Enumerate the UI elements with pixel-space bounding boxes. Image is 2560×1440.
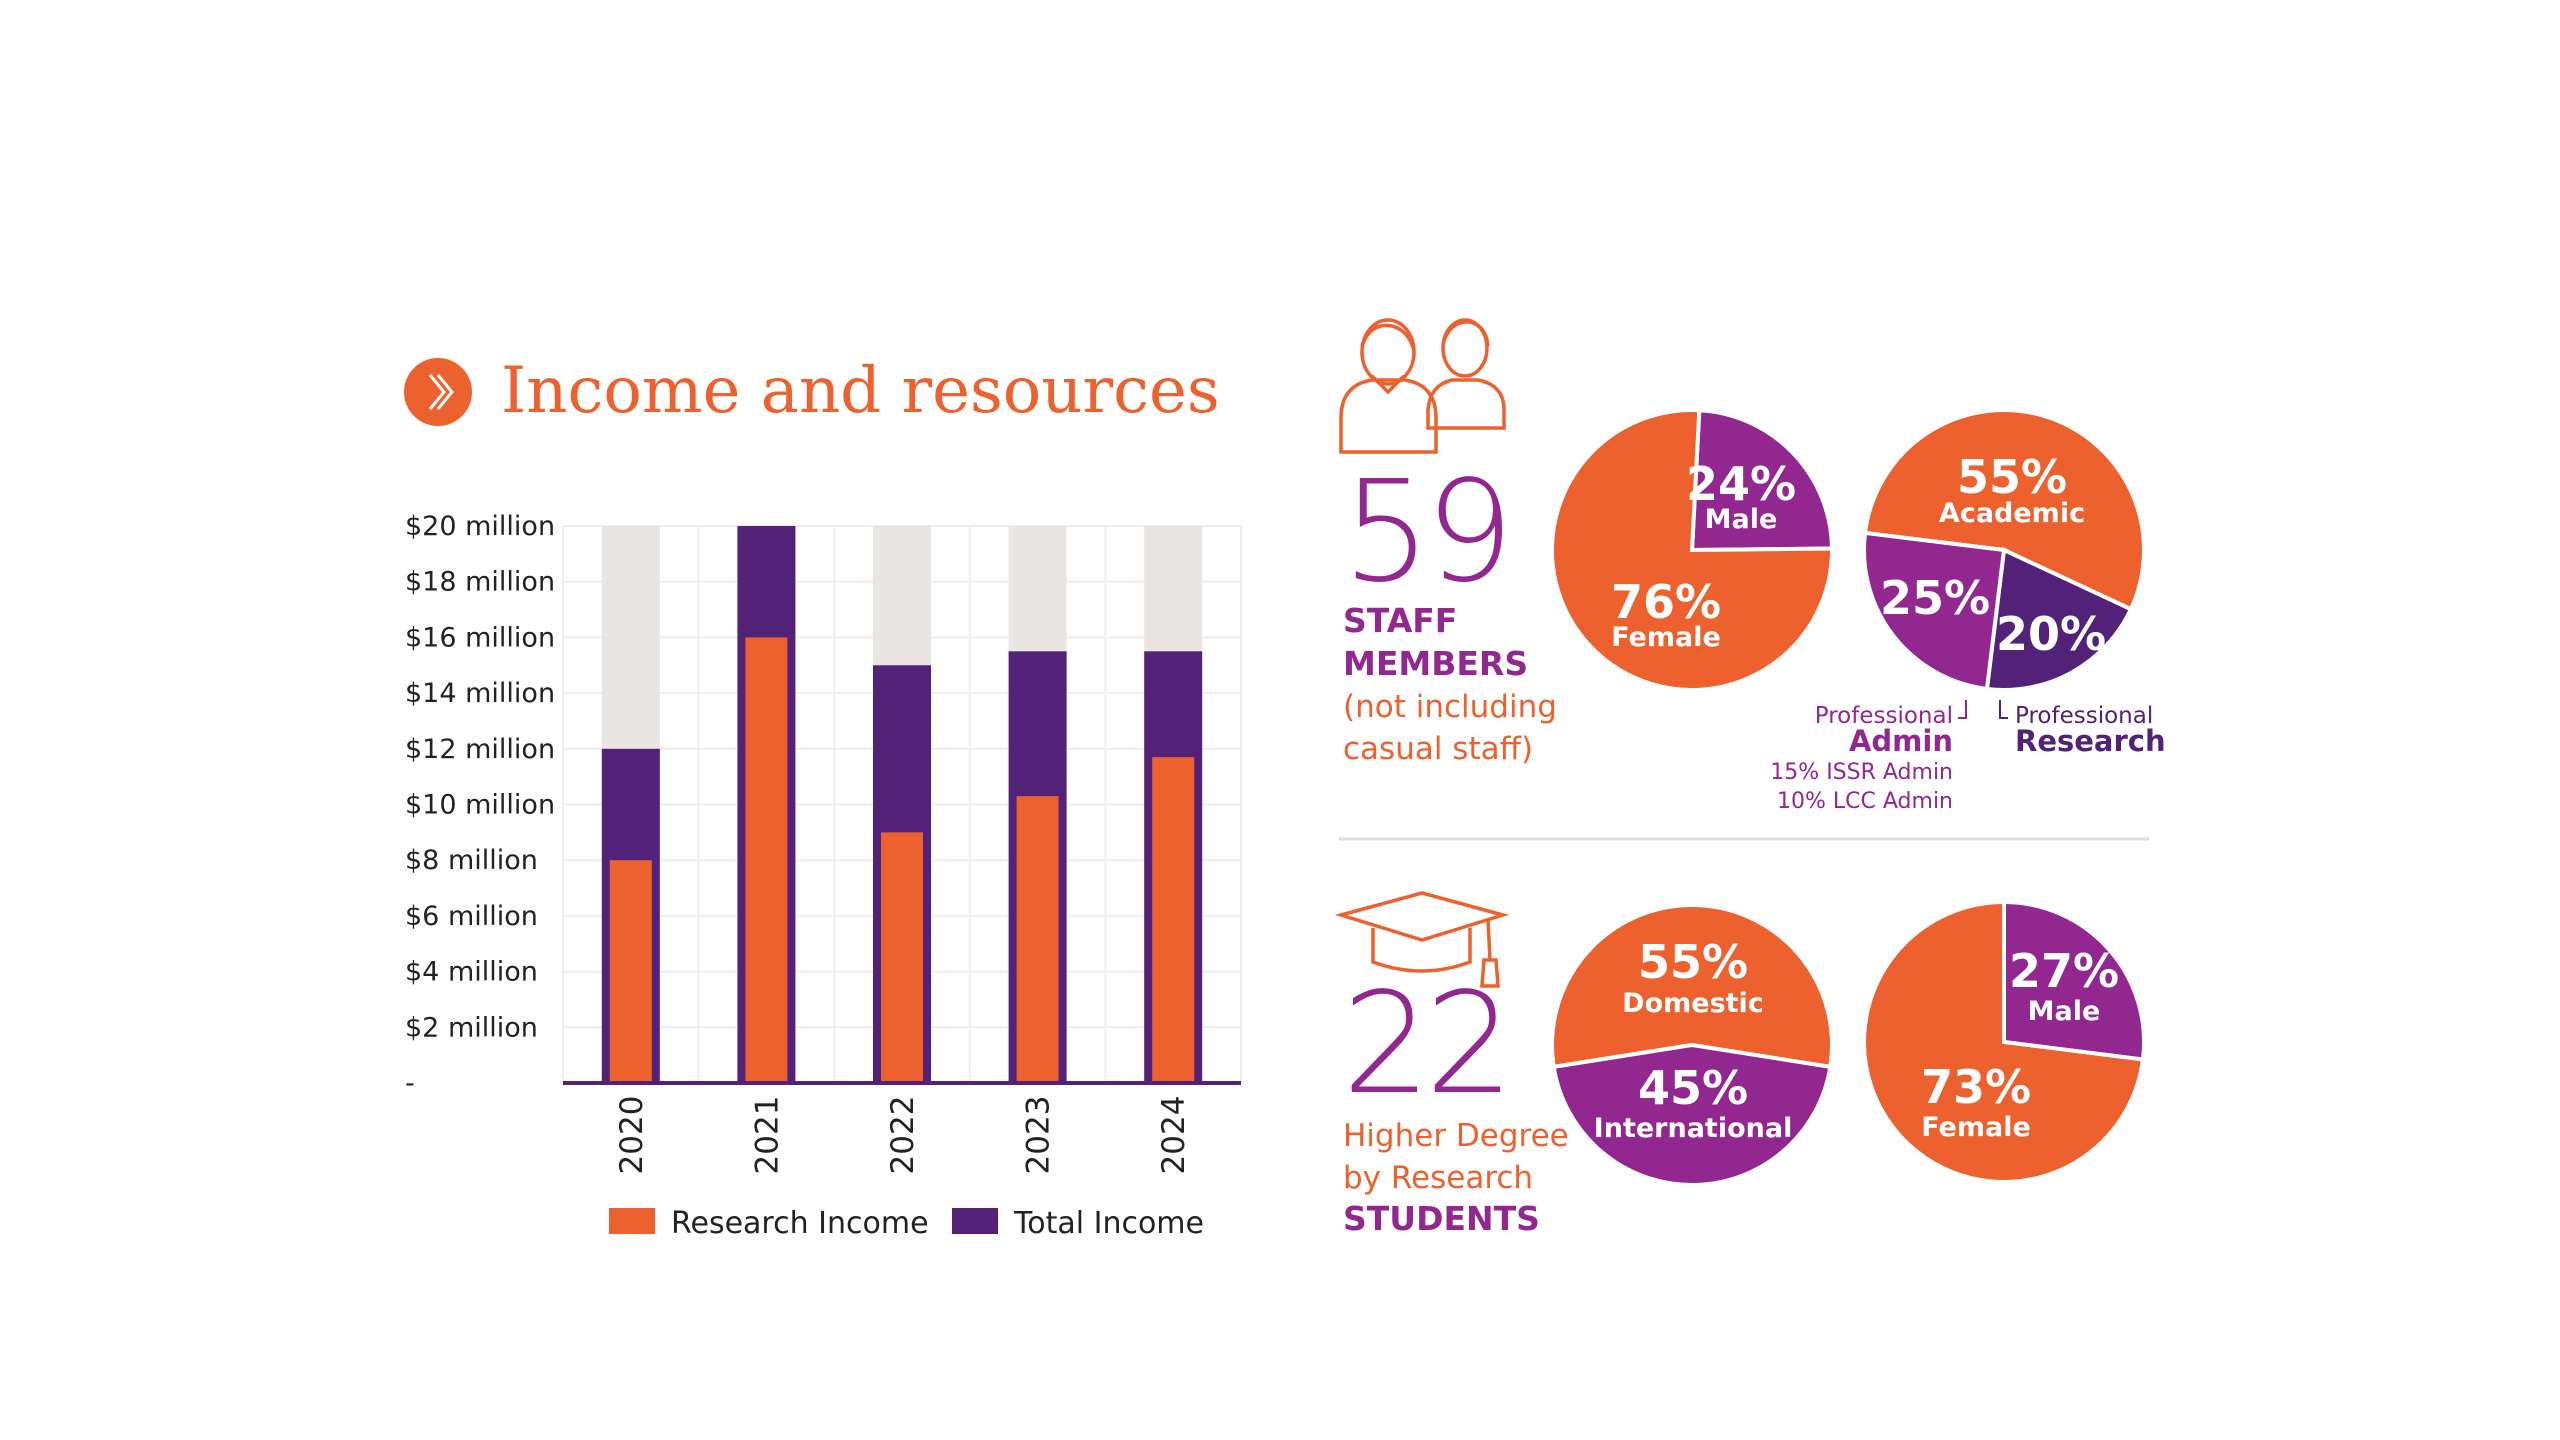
y-tick-label: $6 million (405, 901, 538, 932)
y-tick-label: $16 million (405, 622, 555, 653)
pie-slice (1689, 408, 1835, 553)
student-count: 22 (1342, 963, 1508, 1126)
staff-line: (not including (1343, 689, 1557, 725)
y-tick-label: $12 million (405, 734, 555, 765)
pie-category-label: Domestic (1622, 988, 1764, 1019)
pie-category-label: Research (2015, 724, 2166, 758)
staff-icon (1339, 318, 1506, 454)
pie-slice (1862, 530, 2007, 692)
pie-category-label: Female (1921, 1112, 2031, 1143)
pie-value-label: 20% (1996, 607, 2106, 661)
x-tick-label: 2024 (1156, 1096, 1192, 1175)
pie-value-label: 45% (1638, 1061, 1748, 1115)
pie-slice (1550, 903, 1834, 1070)
title: Income and resources (501, 354, 1220, 428)
legend-swatch (952, 1208, 998, 1234)
bar (745, 637, 788, 1083)
legend-label: Research Income (671, 1206, 929, 1241)
student-line: Higher Degree (1343, 1118, 1569, 1154)
pie-value-label: 76% (1611, 575, 1721, 629)
legend-label: Total Income (1013, 1206, 1204, 1241)
pie-value-label: 73% (1921, 1060, 2031, 1114)
bar (881, 832, 923, 1083)
x-tick-label: 2022 (885, 1096, 921, 1175)
y-tick-label: $14 million (405, 678, 555, 709)
title-chevron (428, 374, 454, 410)
x-tick-label: 2020 (614, 1096, 650, 1175)
pie-slice (2002, 899, 2146, 1062)
pie-value-label: 27% (2009, 944, 2119, 998)
student-line: STUDENTS (1343, 1199, 1540, 1238)
annotation: 10% LCC Admin (1777, 789, 1953, 814)
y-tick-label: $20 million (405, 511, 555, 542)
y-tick-label: - (405, 1068, 415, 1099)
pie-slice (1551, 1042, 1833, 1187)
pie-value-label: 25% (1880, 571, 1990, 625)
pie-category-label: Male (1705, 504, 1778, 535)
bar (609, 860, 652, 1083)
pie-category-label: Male (2028, 996, 2101, 1027)
x-tick-label: 2023 (1021, 1096, 1057, 1175)
bar (1152, 757, 1195, 1083)
pie-value-label: 55% (1638, 935, 1748, 989)
staff-line: casual staff) (1343, 731, 1533, 767)
annotation: Professional (1815, 703, 1953, 729)
pie-slice (1862, 408, 2146, 612)
staff-line: STAFF (1343, 601, 1457, 640)
y-tick-label: $18 million (405, 567, 555, 598)
y-tick-label: $4 million (405, 957, 538, 988)
annotation: 15% ISSR Admin (1770, 760, 1953, 785)
pie-category-label: Admin (1849, 724, 1953, 758)
staff-count: 59 (1342, 451, 1508, 614)
y-tick-label: $10 million (405, 790, 555, 821)
annotation: Professional (2015, 703, 2153, 729)
bar (1016, 796, 1059, 1083)
bracket (1999, 700, 2008, 719)
bracket (1958, 700, 1967, 719)
staff-line: MEMBERS (1343, 644, 1528, 683)
pie-category-label: International (1594, 1113, 1793, 1144)
grad-cap-icon (1334, 891, 1510, 988)
student-line: by Research (1343, 1160, 1533, 1196)
pie-slice (1550, 408, 1834, 692)
pie-value-label: 55% (1957, 450, 2067, 504)
pie-slice (1984, 547, 2134, 692)
pie-value-label: 24% (1686, 457, 1796, 511)
pie-category-label: Academic (1939, 498, 2085, 529)
title-icon (404, 358, 472, 426)
x-tick-label: 2021 (749, 1096, 785, 1175)
pie-slice (1862, 899, 2146, 1184)
pie-category-label: Female (1611, 622, 1721, 653)
legend-swatch (609, 1208, 655, 1234)
y-tick-label: $8 million (405, 845, 538, 876)
y-tick-label: $2 million (405, 1012, 538, 1043)
